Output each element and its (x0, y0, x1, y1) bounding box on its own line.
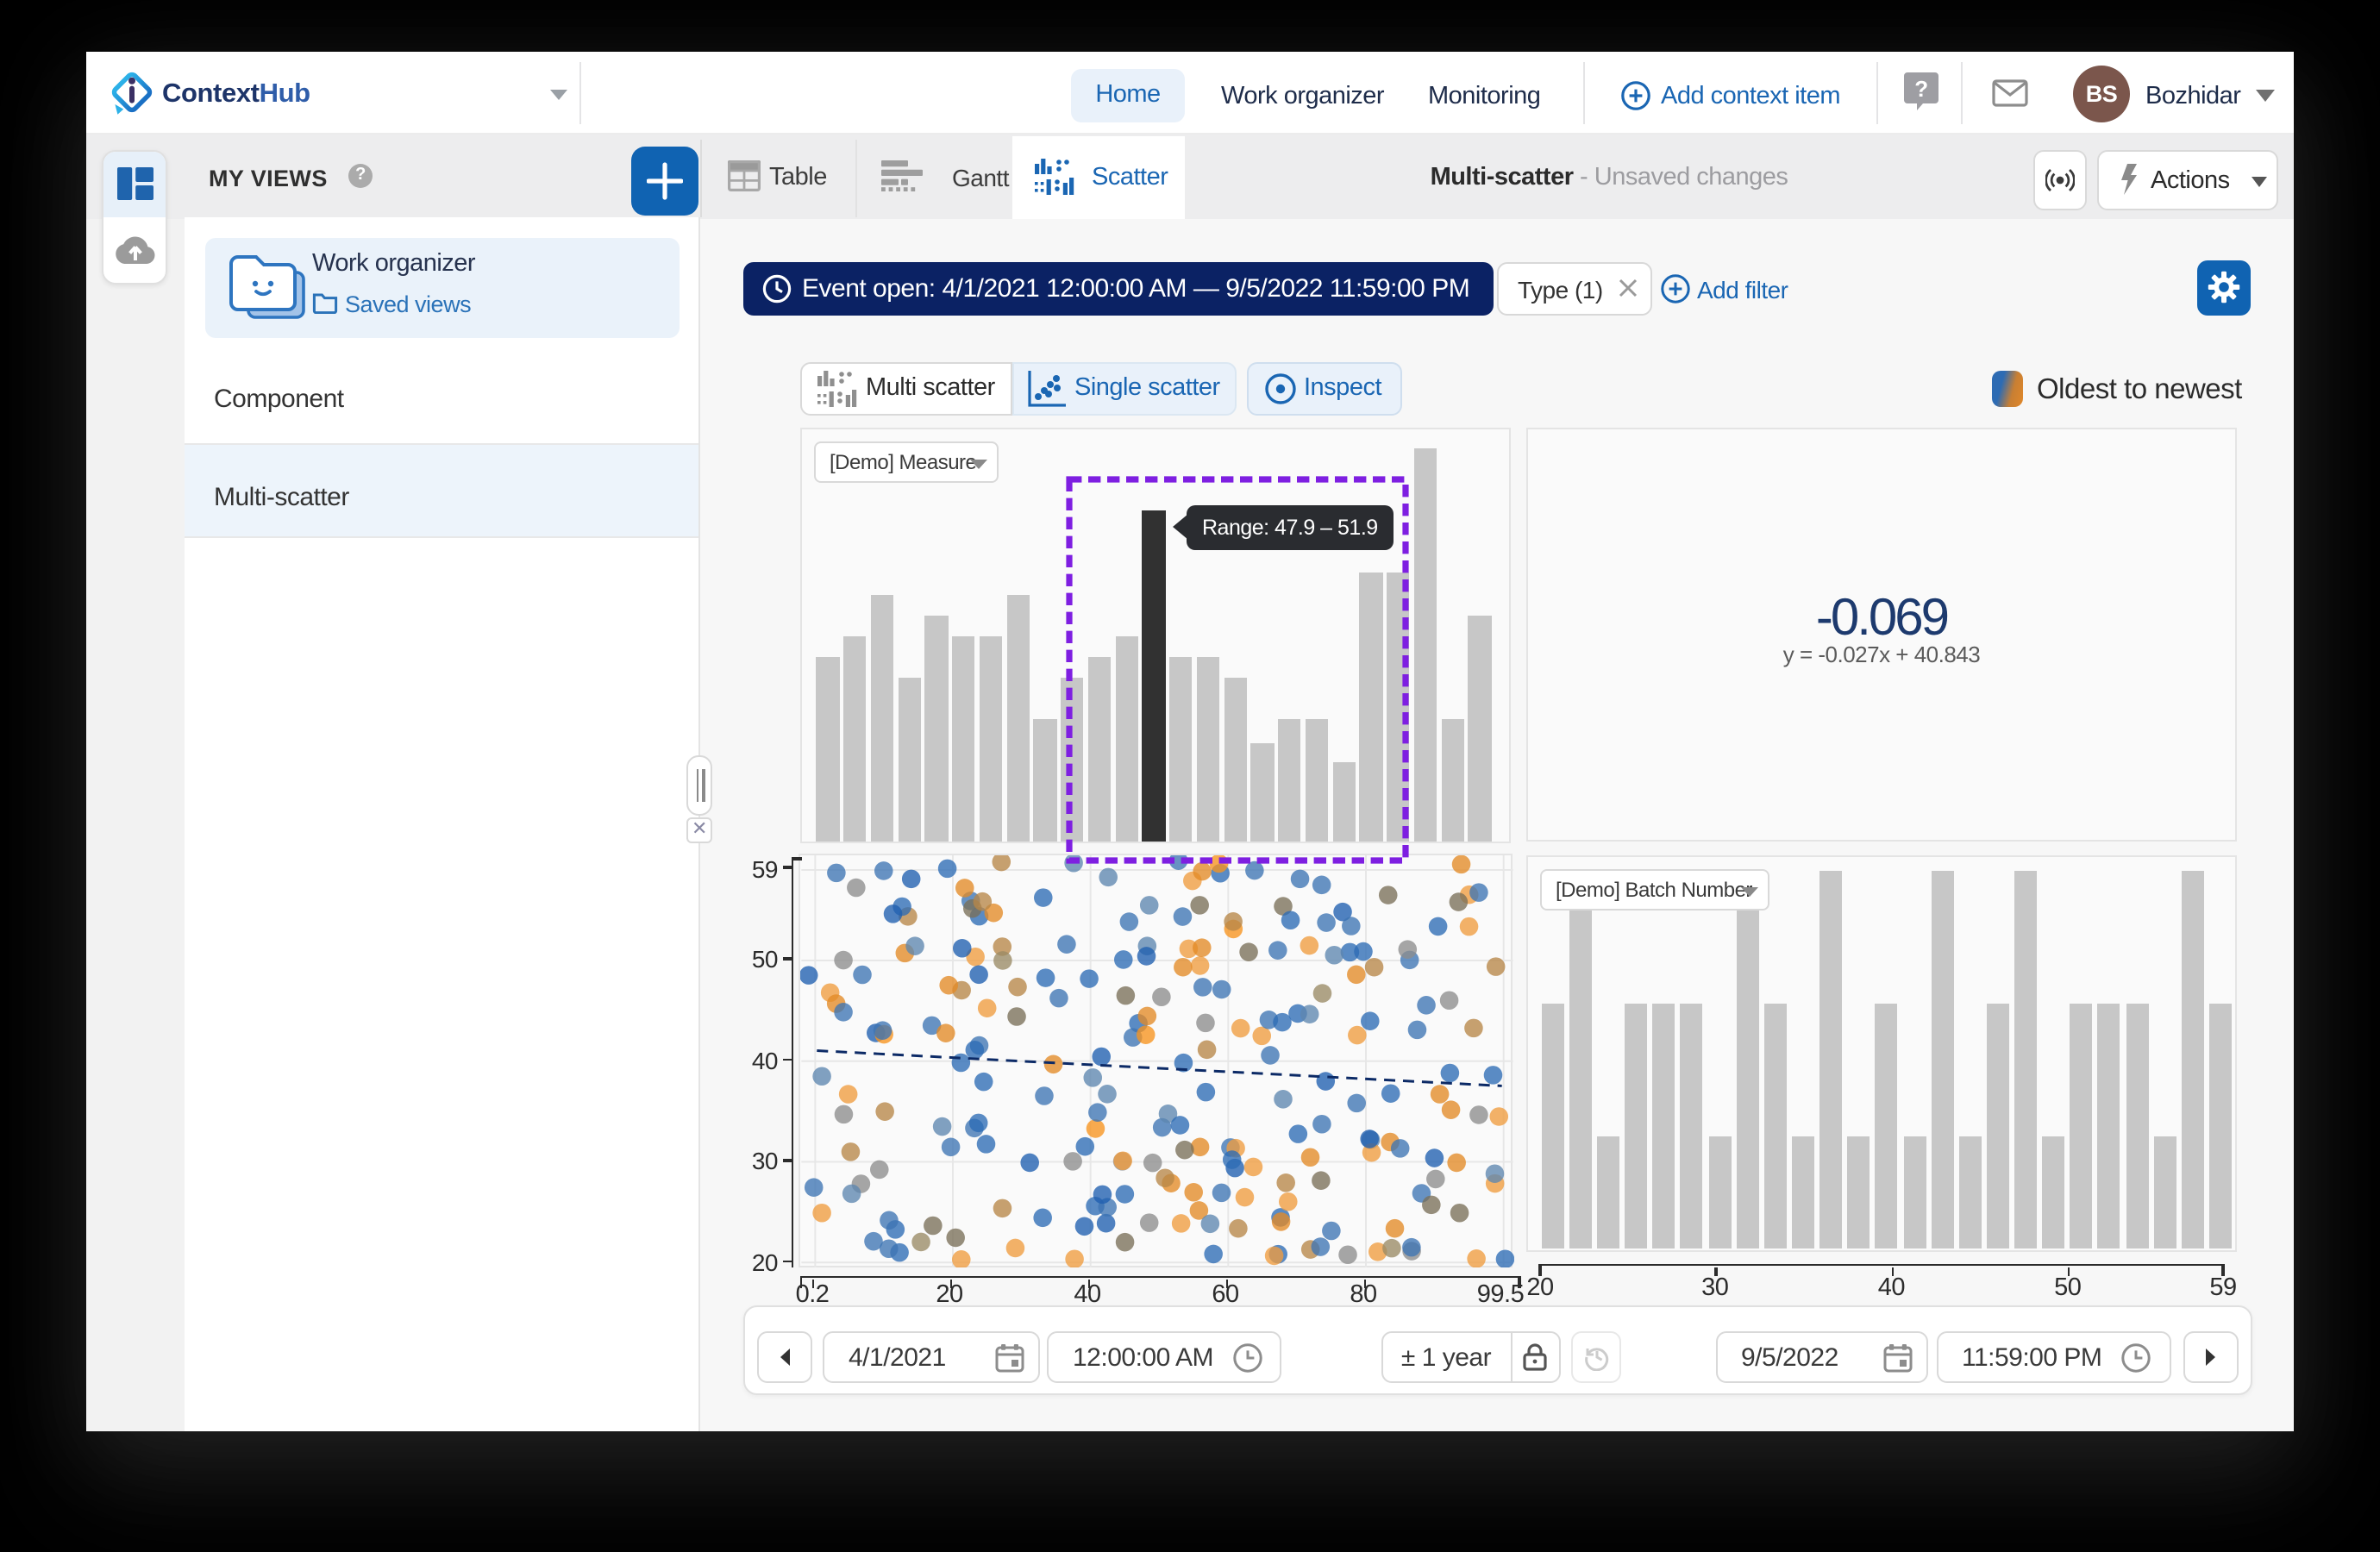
svg-text:?: ? (1914, 76, 1927, 102)
